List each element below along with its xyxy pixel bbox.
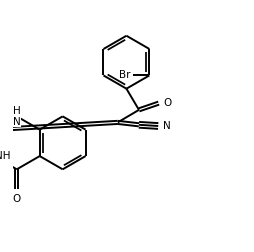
Text: O: O [13, 194, 21, 204]
Text: N: N [163, 121, 170, 131]
Text: NH: NH [0, 151, 11, 161]
Text: H
N: H N [13, 106, 21, 127]
Text: Br: Br [119, 71, 131, 80]
Text: O: O [164, 98, 172, 108]
